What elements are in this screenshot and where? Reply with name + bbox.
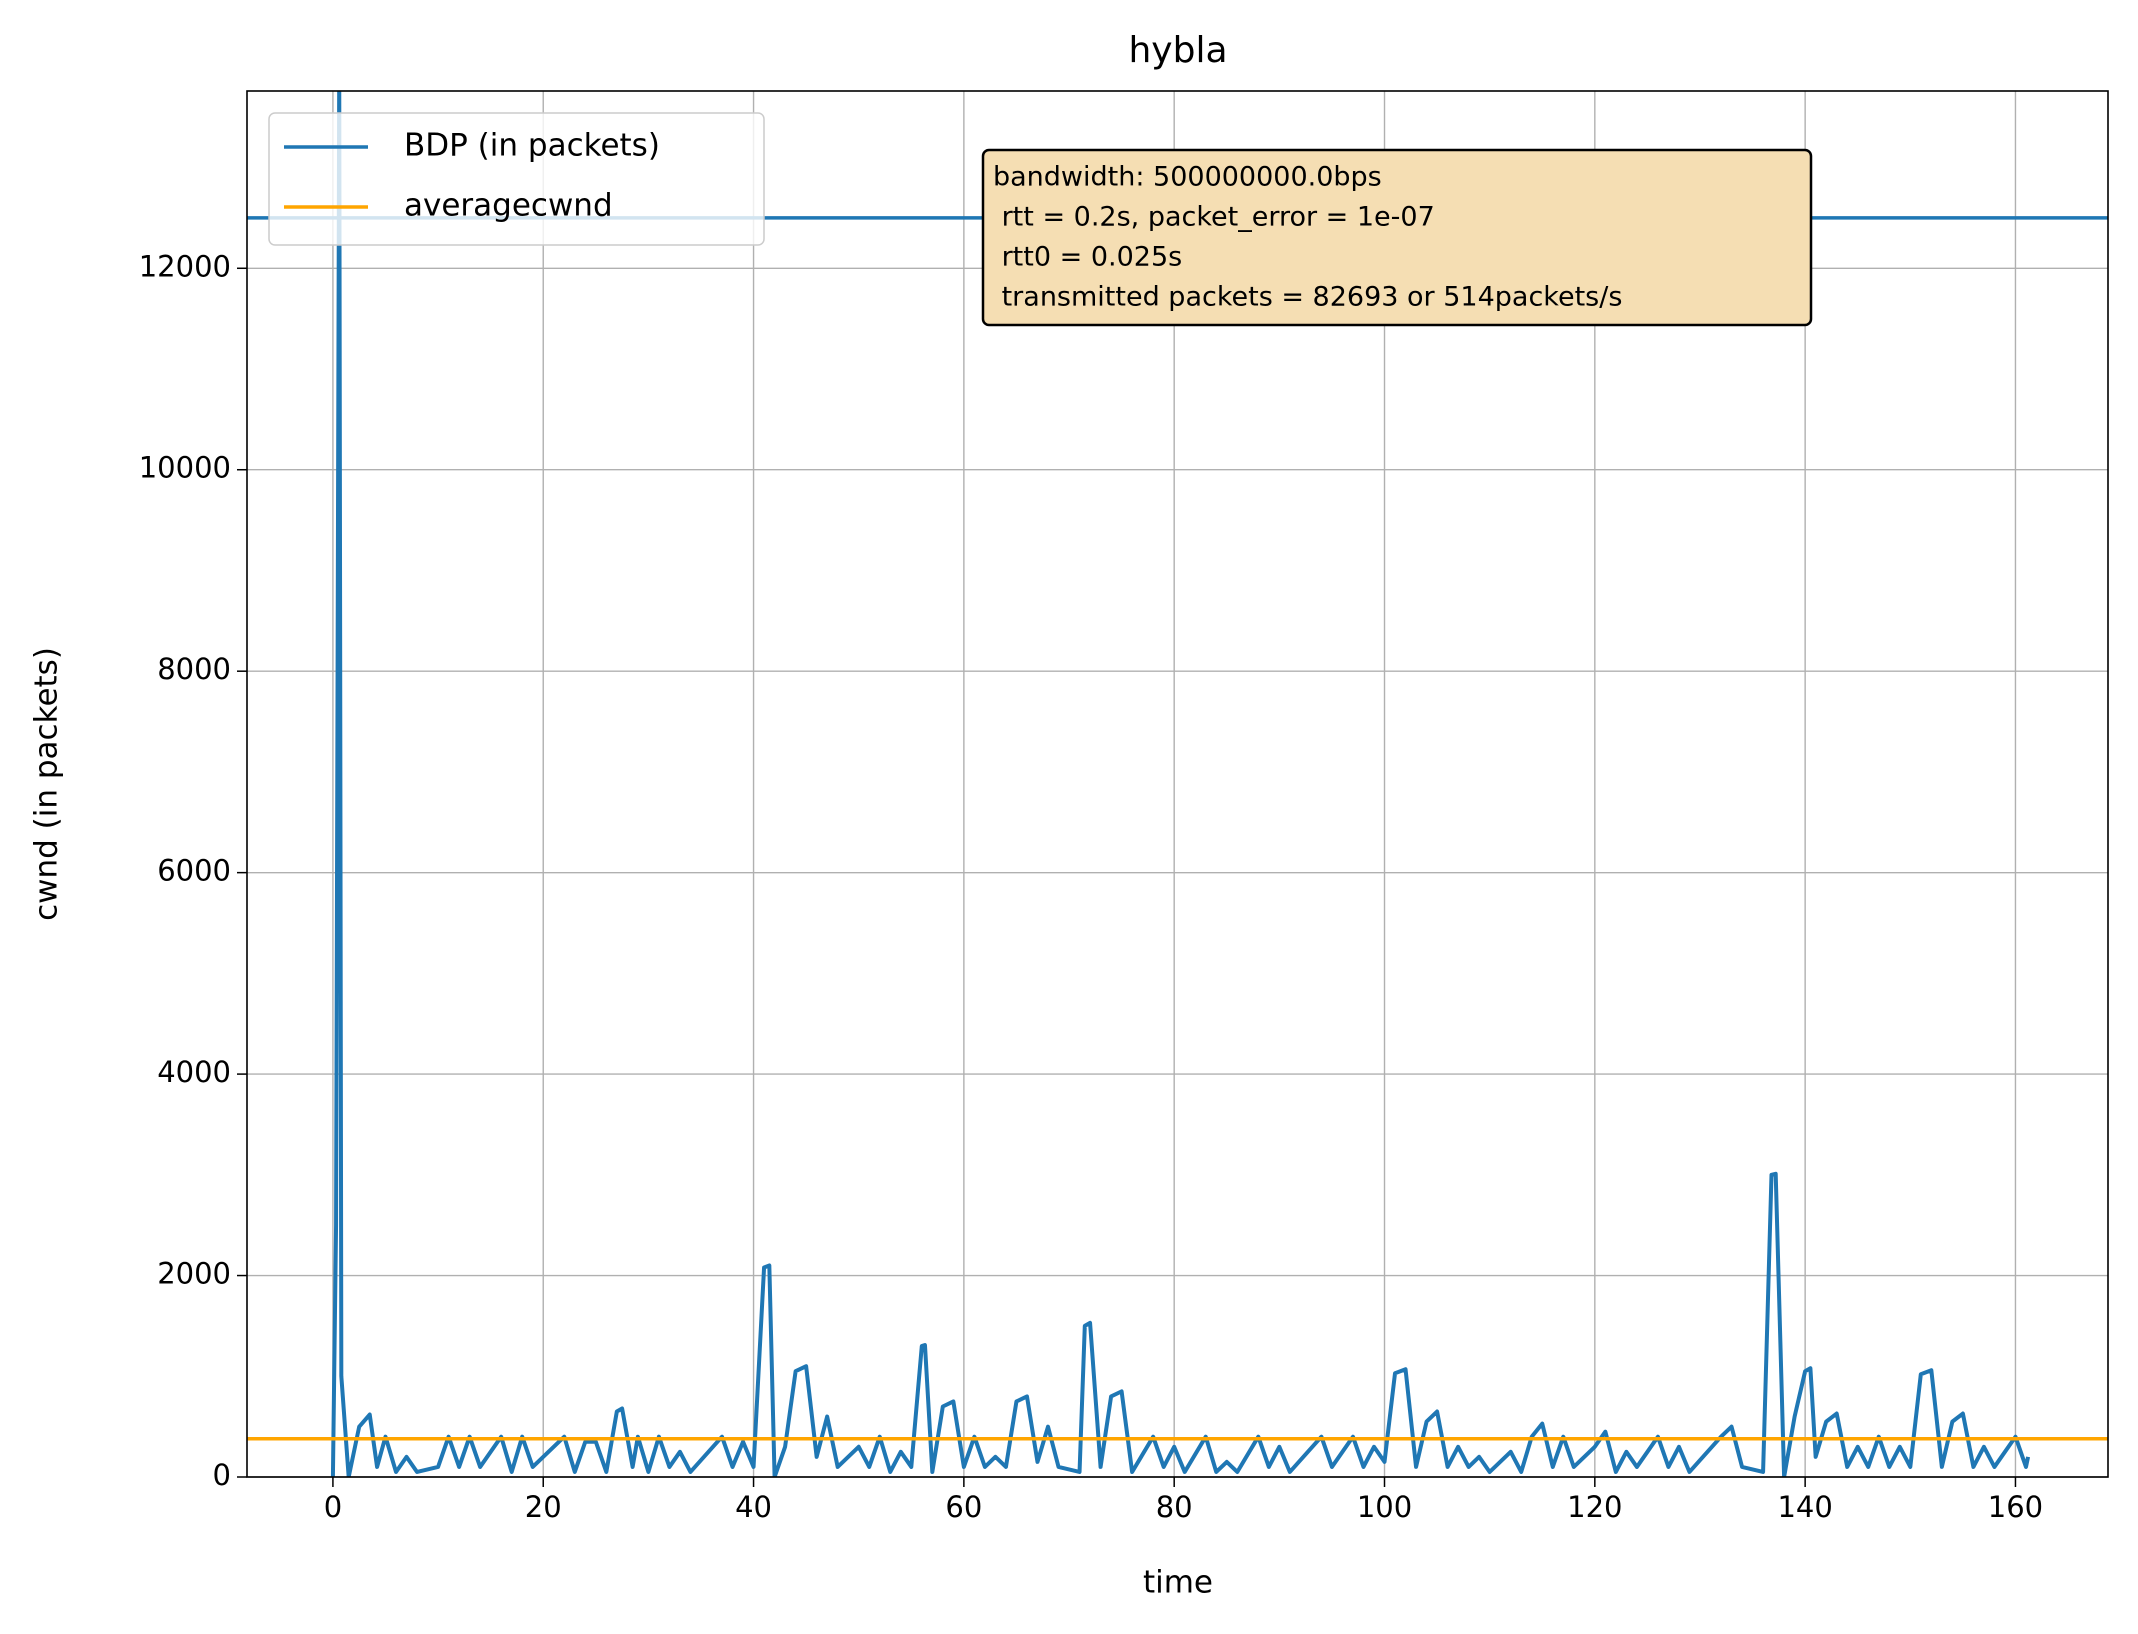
chart-title: hybla [1128, 30, 1227, 71]
legend-box [268, 112, 765, 246]
annotation-box [981, 148, 1813, 327]
y-tick-label: 6000 [157, 854, 231, 888]
legend-label: averagecwnd [404, 188, 613, 224]
annotation-line: rtt = 0.2s, packet_error = 1e-07 [993, 202, 1435, 233]
y-tick-label: 8000 [157, 652, 231, 686]
y-tick-label: 12000 [139, 249, 231, 283]
y-tick-label: 0 [213, 1458, 231, 1492]
x-tick-label: 40 [735, 1490, 772, 1524]
x-tick-label: 80 [1156, 1490, 1193, 1524]
y-tick-label: 2000 [157, 1257, 231, 1291]
x-tick-label: 140 [1777, 1490, 1832, 1524]
x-axis-label: time [1143, 1565, 1213, 1601]
x-tick-label: 60 [945, 1490, 982, 1524]
annotation-line: rtt0 = 0.025s [993, 242, 1182, 273]
y-axis-label: cwnd (in packets) [29, 647, 65, 921]
x-tick-label: 100 [1357, 1490, 1412, 1524]
y-tick-label: 4000 [157, 1055, 231, 1089]
plot-frame [246, 90, 2109, 1478]
legend-label: BDP (in packets) [404, 128, 660, 164]
x-tick-label: 0 [324, 1490, 342, 1524]
cwnd-line [330, 91, 2031, 1477]
y-tick-label: 10000 [139, 451, 231, 485]
annotation-line: bandwidth: 500000000.0bps [993, 162, 1382, 193]
legend: BDP (in packets) averagecwnd [268, 112, 765, 246]
x-tick-label: 120 [1567, 1490, 1622, 1524]
annotation: bandwidth: 500000000.0bps rtt = 0.2s, pa… [981, 148, 1813, 327]
x-tick-label: 160 [1988, 1490, 2043, 1524]
x-tick-label: 20 [525, 1490, 562, 1524]
annotation-line: transmitted packets = 82693 or 514packet… [993, 282, 1622, 313]
